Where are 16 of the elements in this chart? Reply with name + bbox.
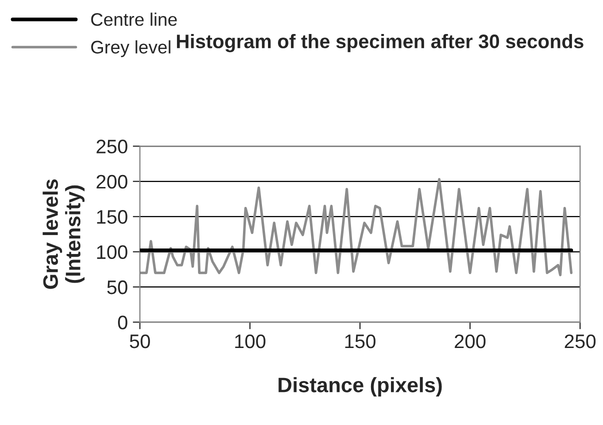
x-tick-label: 150: [345, 334, 376, 348]
y-tick-label: 50: [107, 280, 128, 294]
x-tick-label: 200: [454, 334, 486, 348]
x-tick-label: 250: [564, 334, 596, 348]
y-tick-label: 150: [97, 210, 128, 224]
legend-label: Centre line: [91, 12, 177, 26]
y-axis-title: Gray levels (Intensity): [42, 179, 85, 289]
y-tick-label: 0: [118, 316, 128, 330]
x-axis-title: Distance (pixels): [278, 377, 442, 396]
x-tick-label: 100: [235, 334, 266, 348]
x-tick-label: 50: [130, 334, 150, 348]
legend-label: Grey level: [91, 40, 170, 58]
y-tick-label: 250: [96, 140, 128, 154]
chart-title: Histogram of the specimen after 30 seconds: [176, 34, 584, 52]
y-tick-label: 100: [97, 245, 128, 260]
y-tick-label: 200: [96, 174, 128, 189]
